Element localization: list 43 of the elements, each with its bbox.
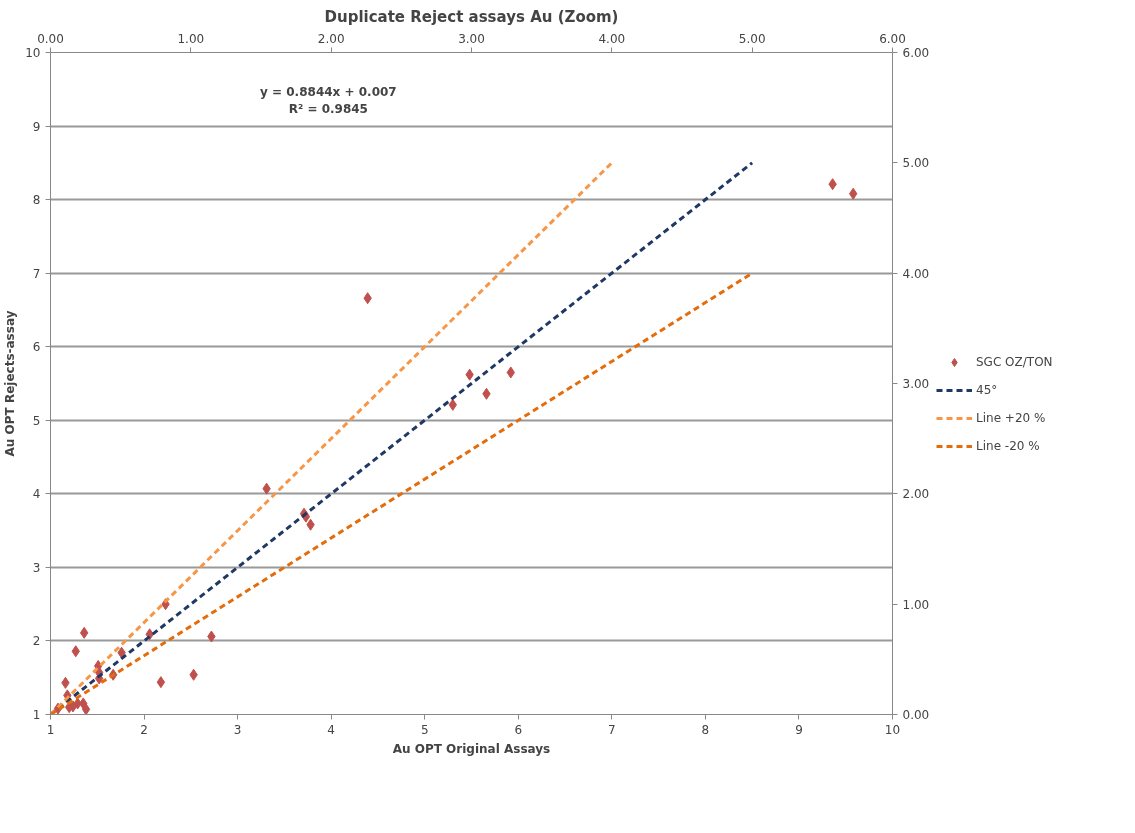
legend-label: 45° [976, 383, 998, 397]
x2-tick-label: 2.00 [317, 31, 345, 46]
y-tick-label: 5 [32, 413, 41, 428]
x-tick-label: 8 [701, 722, 710, 737]
x-tick-label: 9 [795, 722, 803, 737]
y-tick-label: 2 [32, 634, 41, 649]
x-tick-label: 3 [233, 722, 242, 737]
x-tick-label: 7 [608, 722, 616, 737]
x-tick-label: 4 [327, 722, 335, 737]
annotation: y = 0.8844x + 0.007 [260, 84, 397, 99]
x-tick-label: 5 [420, 722, 429, 737]
x2-tick-label: 5.00 [738, 31, 766, 46]
y2-tick-label: 1.00 [902, 597, 930, 612]
y-tick-label: 8 [32, 193, 41, 208]
x2-tick-label: 6.00 [879, 31, 906, 46]
x-axis-title: Au OPT Original Assays [392, 741, 551, 756]
x2-tick-label: 3.00 [458, 31, 485, 46]
x-tick-label: 6 [514, 722, 523, 737]
x2-tick-label: 1.00 [177, 31, 205, 46]
y-tick-label: 1 [32, 708, 41, 722]
legend-label: Line +20 % [976, 411, 1046, 425]
y-tick-label: 9 [32, 119, 41, 134]
x-tick-label: 10 [884, 722, 901, 737]
legend-label: SGC OZ/TON [976, 355, 1053, 369]
y2-tick-label: 2.00 [902, 487, 930, 502]
y2-tick-label: 3.00 [902, 377, 930, 391]
annotation: R² = 0.9845 [288, 102, 368, 117]
y-tick-label: 6 [32, 340, 41, 355]
legend-label: Line -20 % [976, 439, 1040, 453]
y2-tick-label: 0.00 [902, 708, 930, 722]
y-tick-label: 7 [32, 266, 41, 281]
y2-tick-label: 5.00 [902, 156, 930, 171]
y-tick-label: 10 [25, 46, 41, 60]
y-tick-label: 3 [32, 560, 41, 575]
x2-tick-label: 0.00 [37, 31, 64, 46]
x-tick-label: 1 [46, 722, 55, 737]
y-axis-title: Au OPT Rejects-assay [3, 310, 18, 457]
x-tick-label: 2 [140, 722, 148, 737]
chart-title: Duplicate Reject assays Au (Zoom) [324, 7, 619, 26]
y2-tick-label: 4.00 [902, 266, 930, 281]
y2-tick-label: 6.00 [902, 46, 930, 60]
y-tick-label: 4 [32, 487, 41, 502]
x2-tick-label: 4.00 [598, 31, 626, 46]
